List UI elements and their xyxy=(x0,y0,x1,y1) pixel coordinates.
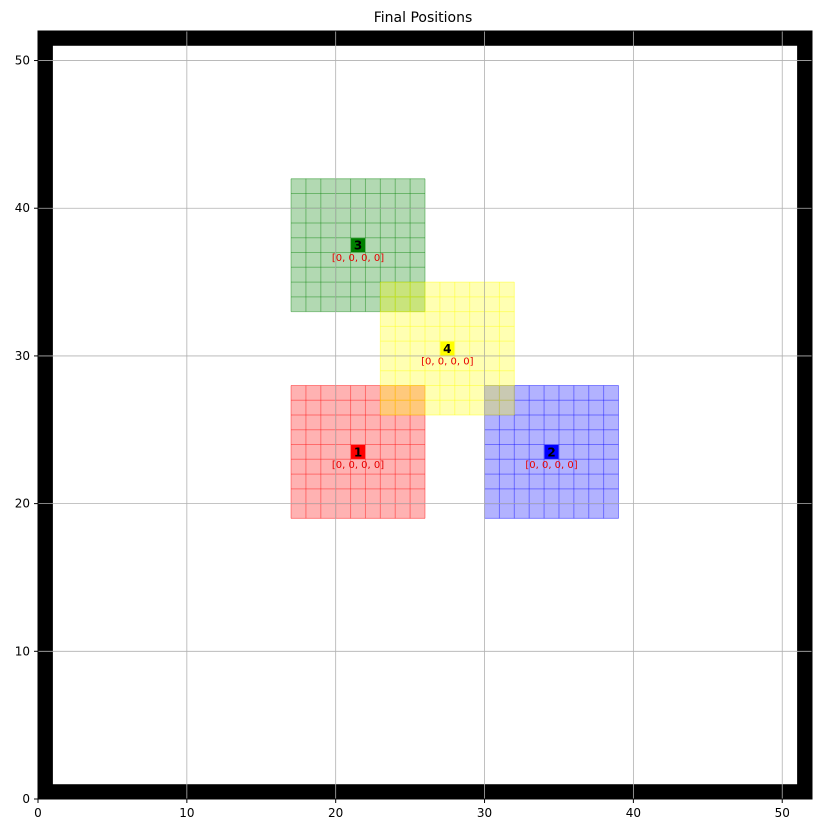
x-tick-label: 10 xyxy=(179,806,194,820)
boundary-wall-bottom xyxy=(38,784,812,799)
boundary-wall-left xyxy=(38,31,53,799)
y-tick-label: 50 xyxy=(15,54,30,68)
y-tick-label: 10 xyxy=(15,644,30,658)
y-axis: 0 10 20 30 40 50 xyxy=(15,54,38,806)
agent-4: 4[0, 0, 0, 0] xyxy=(421,341,474,368)
x-tick-label: 40 xyxy=(626,806,641,820)
plot-frame xyxy=(37,30,813,800)
agent-1: 1[0, 0, 0, 0] xyxy=(332,444,384,471)
agent-marker xyxy=(440,341,455,356)
boundary-wall-top xyxy=(38,31,812,46)
x-tick-label: 20 xyxy=(328,806,343,820)
agent-marker xyxy=(351,238,366,253)
chart-title: Final Positions xyxy=(374,10,473,26)
agent-state-label: [0, 0, 0, 0] xyxy=(332,253,384,264)
agent-state-label: [0, 0, 0, 0] xyxy=(421,357,473,368)
plot-background xyxy=(38,31,812,799)
agent-marker xyxy=(351,444,366,459)
x-tick-label: 0 xyxy=(34,806,42,820)
x-tick-label: 30 xyxy=(477,806,492,820)
boundary-wall-right xyxy=(797,31,812,799)
y-tick-label: 0 xyxy=(22,792,30,806)
plot-area: 1[0, 0, 0, 0]2[0, 0, 0, 0]3[0, 0, 0, 0]4… xyxy=(37,30,813,800)
y-tick-label: 30 xyxy=(15,349,30,363)
agent-marker xyxy=(544,444,559,459)
agent-id-label: 3 xyxy=(354,239,362,253)
agent-2: 2[0, 0, 0, 0] xyxy=(525,444,578,471)
x-axis: 0 10 20 30 40 50 xyxy=(34,799,790,820)
agent-id-label: 2 xyxy=(547,445,555,459)
y-tick-label: 20 xyxy=(15,497,30,511)
agent-state-label: [0, 0, 0, 0] xyxy=(332,460,384,471)
y-tick-label: 40 xyxy=(15,201,30,215)
agent-id-label: 1 xyxy=(354,445,362,459)
x-tick-label: 50 xyxy=(775,806,790,820)
agent-region-4 xyxy=(379,281,515,416)
agent-3: 3[0, 0, 0, 0] xyxy=(332,238,384,264)
agent-id-label: 4 xyxy=(443,342,451,356)
agent-state-label: [0, 0, 0, 0] xyxy=(525,460,577,471)
